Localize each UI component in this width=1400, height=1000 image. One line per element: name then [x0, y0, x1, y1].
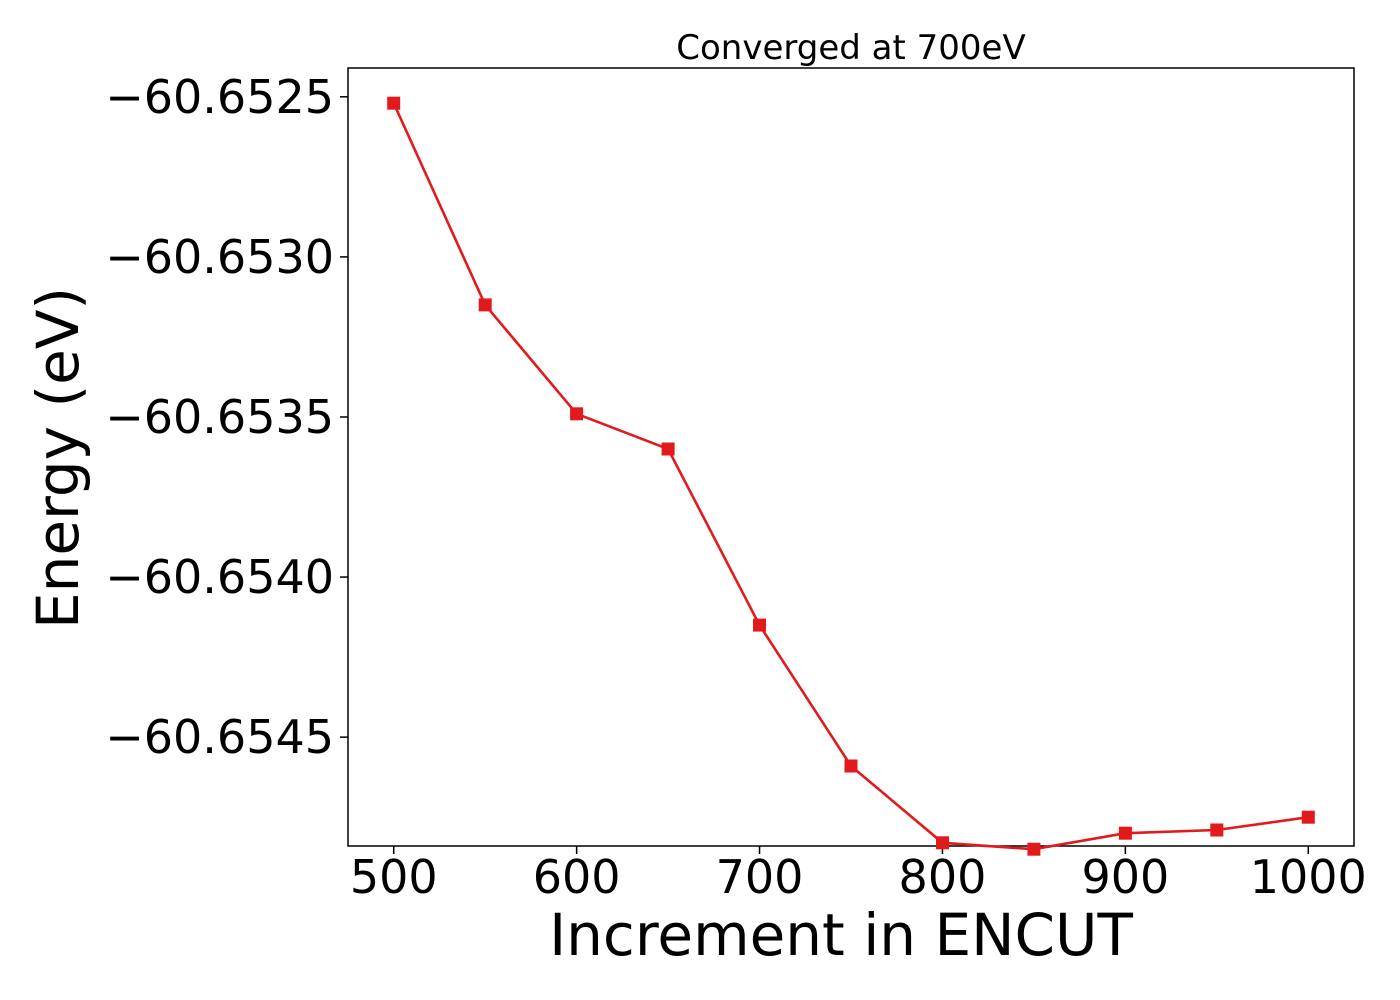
x-tick-label: 700: [716, 850, 804, 904]
data-point-marker: [570, 407, 584, 421]
data-point-marker: [1027, 842, 1041, 856]
x-axis-title: Increment in ENCUT: [549, 901, 1133, 969]
x-axis-ticks: 500 600 700 800 900 1000: [350, 846, 1367, 904]
x-tick-label: 500: [350, 850, 438, 904]
data-point-marker: [1118, 826, 1132, 840]
data-point-marker: [387, 96, 401, 110]
y-tick-label: −60.6545: [105, 710, 334, 764]
x-tick-label: 600: [533, 850, 621, 904]
x-tick-label: 800: [899, 850, 987, 904]
y-tick-label: −60.6535: [105, 390, 334, 444]
y-axis-ticks: −60.6525 −60.6530 −60.6535 −60.6540 −60.6545: [105, 70, 348, 764]
data-point-marker: [936, 836, 949, 850]
x-tick-label: 1000: [1250, 850, 1367, 904]
y-tick-label: −60.6525: [105, 70, 334, 124]
x-tick-label: 900: [1081, 850, 1169, 904]
y-axis-title: Energy (eV): [24, 287, 92, 629]
data-point-marker: [661, 442, 675, 456]
data-point-marker: [753, 618, 766, 632]
data-point-marker: [1210, 823, 1224, 837]
plot-frame: [347, 67, 1355, 847]
energy-series-markers: [387, 96, 1315, 856]
data-point-marker: [478, 298, 492, 312]
data-point-marker: [1301, 810, 1315, 824]
chart-title: Converged at 700eV: [676, 28, 1025, 68]
y-tick-label: −60.6540: [105, 550, 334, 604]
y-tick-label: −60.6530: [105, 230, 334, 284]
data-point-marker: [844, 759, 858, 773]
